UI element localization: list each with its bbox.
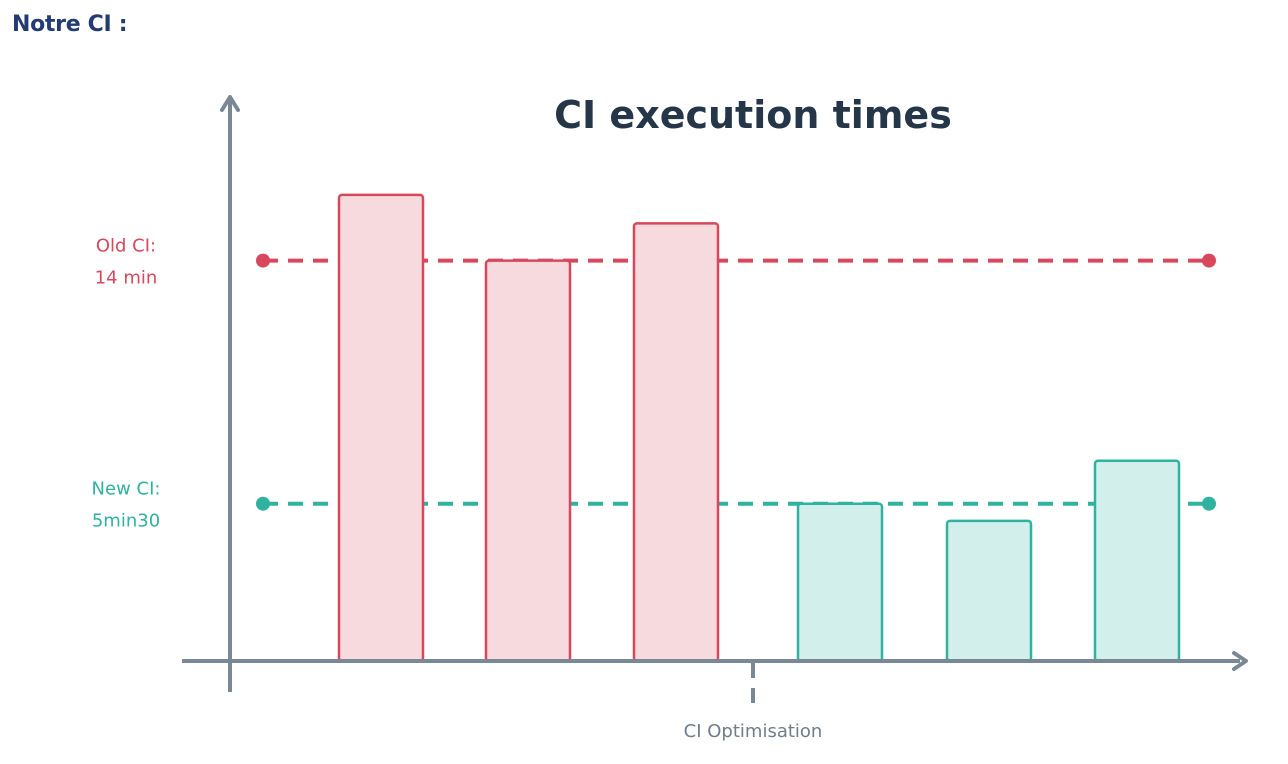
new-ci-label-line-1: New CI: xyxy=(92,479,161,500)
old-ci-label-line-2: 14 min xyxy=(95,268,158,289)
reference-labels: Old CI: 14 min New CI: 5min30 xyxy=(92,236,161,532)
axes xyxy=(182,95,1248,692)
old-ci-line-end-dot xyxy=(1202,253,1216,268)
y-axis-arrowhead xyxy=(220,95,240,112)
old-ci-bar-1 xyxy=(337,193,425,663)
new-ci-line-end-dot xyxy=(1202,496,1216,511)
x-axis-arrowhead xyxy=(1232,651,1248,671)
optimisation-marker: CI Optimisation xyxy=(684,663,823,742)
new-ci-bar-3 xyxy=(1093,459,1181,663)
old-ci-bar-3 xyxy=(632,222,720,663)
new-ci-bar-1 xyxy=(796,502,884,663)
new-ci-label-line-2: 5min30 xyxy=(92,511,160,532)
bars xyxy=(337,193,1181,663)
new-ci-line-start-dot xyxy=(256,496,270,511)
old-ci-bar-2 xyxy=(484,259,572,663)
optimisation-marker-label: CI Optimisation xyxy=(684,721,823,742)
page-heading: Notre CI : xyxy=(12,12,128,37)
chart-title: CI execution times xyxy=(554,93,952,137)
new-ci-bar-2 xyxy=(945,519,1033,663)
old-ci-label-line-1: Old CI: xyxy=(96,236,156,257)
old-ci-line-start-dot xyxy=(256,253,270,268)
